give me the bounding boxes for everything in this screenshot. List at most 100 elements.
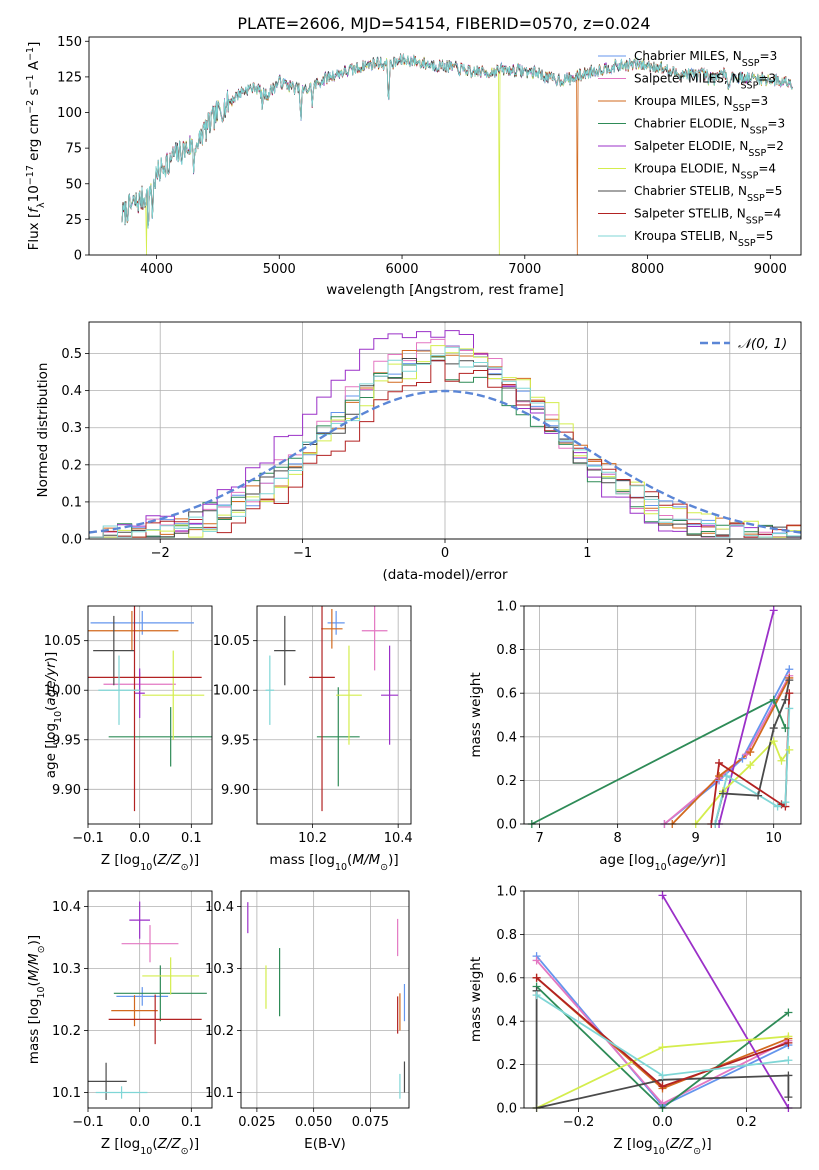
sfh-age-marker <box>746 748 755 757</box>
age-vs-Z-xtick-label: 0.1 <box>181 831 202 846</box>
figure-title: PLATE=2606, MJD=54154, FIBERID=0570, z=0… <box>237 14 650 33</box>
age-vs-Z-grid <box>87 606 212 824</box>
mass-vs-EBV-plot-area <box>247 902 406 1099</box>
sfh-age-marker <box>722 772 731 781</box>
residuals-xtick-label: 1 <box>583 546 591 561</box>
sfh-age-xtick-label: 9 <box>692 831 700 846</box>
age-vs-mass-ytick-label: 10.05 <box>213 634 250 649</box>
spectrum-panel: 4000 5000 6000 7000 8000 9000 0 25 50 75 100 125 150… <box>25 35 802 298</box>
normal-legend-label: 𝒩(0, 1) <box>738 336 787 352</box>
mass-vs-EBV-ytick-label: 10.2 <box>205 1024 234 1039</box>
normal-curve <box>89 389 801 534</box>
histogram-series-2 <box>89 350 801 538</box>
sfh-Z-frame <box>523 890 802 1109</box>
spectrum-xtick-label: 6000 <box>385 262 418 277</box>
age-vs-Z-plot-area <box>88 606 212 812</box>
spectrum-xtick-label: 9000 <box>754 262 787 277</box>
histogram-series-8 <box>89 346 801 538</box>
sfh-age-marker <box>769 724 778 733</box>
sfh-age-marker <box>715 758 724 767</box>
spectrum-frame <box>88 36 802 256</box>
sfh-Z-ytick-label: 0.0 <box>496 1102 517 1117</box>
sfh-age-marker <box>738 754 747 763</box>
legend-label-6: Chabrier STELIB, NSSP=5 <box>634 184 782 204</box>
mass-vs-Z-ytick-label: 10.4 <box>52 900 81 915</box>
legend-label-7: Salpeter STELIB, NSSP=4 <box>634 207 781 227</box>
age-vs-Z-ytick-label: 10.05 <box>44 634 81 649</box>
residuals-histogram-panel: −2 −1 0 1 2 0.0 0.1 0.2 0.3 0.4 0.5 𝒩(0, 1) (data-mo… <box>35 321 802 583</box>
sfh-age-xlabel: age [log10(age/yr)] <box>599 852 725 873</box>
sfh-age-marker <box>769 606 778 615</box>
mass-vs-Z-plot-area <box>88 901 207 1100</box>
legend-label-5: Kroupa ELODIE, NSSP=4 <box>634 162 776 182</box>
mass-vs-Z-xlabel: Z [log10(Z/Z⊙)] <box>101 1136 199 1157</box>
residuals-ylabel: Normed distribution <box>35 363 51 498</box>
age-vs-Z-ytick-label: 9.95 <box>52 733 81 748</box>
sfh-age-marker <box>746 761 755 770</box>
spectrum-plot-area <box>121 53 793 255</box>
sfh-Z-ytick-label: 0.4 <box>496 1015 517 1030</box>
age-vs-Z-xtick-label: −0.1 <box>72 831 104 846</box>
residuals-frame <box>88 321 802 540</box>
sfh-Z-ytick-label: 0.2 <box>496 1058 517 1073</box>
age-vs-metallicity-panel: −0.1 0.0 0.1 9.90 9.95 10.00 10.05 Z [log10(Z/Z… <box>43 605 213 873</box>
sfh-Z-marker <box>784 1008 793 1017</box>
sfh-age-frame <box>523 605 802 825</box>
age-vs-mass-xlabel: mass [log10(M/M⊙)] <box>269 852 398 873</box>
residuals-ytick-label: 0.4 <box>61 384 82 399</box>
spectrum-xtick-label: 5000 <box>263 262 296 277</box>
histogram-series-4 <box>89 330 801 538</box>
legend-label-2: Kroupa MILES, NSSP=3 <box>634 94 768 114</box>
spectrum-ytick-label: 50 <box>65 177 82 192</box>
age-vs-mass-panel: 10.2 10.4 9.90 9.95 10.00 10.05 mass [log10(M/… <box>213 605 413 873</box>
mass-weight-vs-age-panel: 7 8 9 10 0.0 0.2 0.4 0.6 0.8 1.0 age [log10(age/yr… <box>468 600 802 873</box>
sfh-age-ylabel: mass weight <box>468 672 484 757</box>
histogram-series-7 <box>89 360 801 538</box>
sfh-Z-series-3 <box>535 985 789 1108</box>
sfh-Z-marker <box>532 956 541 965</box>
sfh-age-marker <box>754 791 763 800</box>
sfh-Z-marker <box>784 1038 793 1047</box>
age-vs-Z-xlabel: Z [log10(Z/Z⊙)] <box>101 852 199 873</box>
spectrum-xtick-label: 4000 <box>140 262 173 277</box>
mass-vs-Z-xtick-label: 0.0 <box>129 1115 150 1130</box>
sfh-age-marker <box>773 802 782 811</box>
sfh-age-xtick-label: 10 <box>765 831 782 846</box>
sfh-age-ytick-label: 0.6 <box>496 687 517 702</box>
sfh-age-marker <box>781 724 790 733</box>
mass-vs-Z-xtick-label: −0.1 <box>72 1115 104 1130</box>
sfh-age-marker <box>785 704 794 713</box>
sfh-Z-marker <box>532 973 541 982</box>
residuals-ytick-label: 0.2 <box>61 458 82 473</box>
sfh-age-xtick-label: 7 <box>535 831 543 846</box>
age-vs-mass-xtick-label: 10.4 <box>384 831 413 846</box>
sfh-Z-marker <box>532 991 541 1000</box>
residuals-ytick-label: 0.1 <box>61 495 82 510</box>
sfh-Z-ylabel: mass weight <box>468 957 484 1042</box>
sfh-age-marker <box>781 695 790 704</box>
sfh-Z-marker <box>658 1043 667 1052</box>
mass-vs-EBV-xtick-label: 0.050 <box>295 1115 332 1130</box>
legend-label-0: Chabrier MILES, NSSP=3 <box>634 49 777 69</box>
residuals-ytick-label: 0.3 <box>61 421 82 436</box>
age-vs-Z-xtick-label: 0.0 <box>129 831 150 846</box>
sfh-age-marker <box>718 789 727 798</box>
mass-vs-EBV-xtick-label: 0.075 <box>352 1115 389 1130</box>
age-vs-mass-ytick-label: 9.95 <box>221 733 250 748</box>
age-vs-mass-ytick-label: 9.90 <box>221 783 250 798</box>
sfh-Z-xtick-label: 0.2 <box>736 1115 757 1130</box>
mass-vs-Z-frame <box>87 890 213 1109</box>
sfh-Z-xtick-label: −0.2 <box>563 1115 595 1130</box>
residuals-plot-area <box>89 330 801 538</box>
age-vs-mass-grid <box>257 606 411 824</box>
sfh-age-marker <box>781 798 790 807</box>
sfh-age-plot-area <box>531 610 791 824</box>
spectrum-xtick-label: 7000 <box>508 262 541 277</box>
sfh-age-xtick-label: 8 <box>613 831 621 846</box>
mass-vs-ebv-panel: 0.025 0.050 0.075 10.1 10.2 10.3 10.4 E(B-V) <box>205 890 410 1152</box>
spectrum-xlabel: wavelength [Angstrom, rest frame] <box>326 282 564 298</box>
sfh-Z-marker <box>658 1082 667 1091</box>
sfh-age-series-3 <box>531 698 787 824</box>
legend-label-1: Salpeter MILES, NSSP=3 <box>634 72 776 92</box>
sfh-Z-marker <box>784 1071 793 1080</box>
